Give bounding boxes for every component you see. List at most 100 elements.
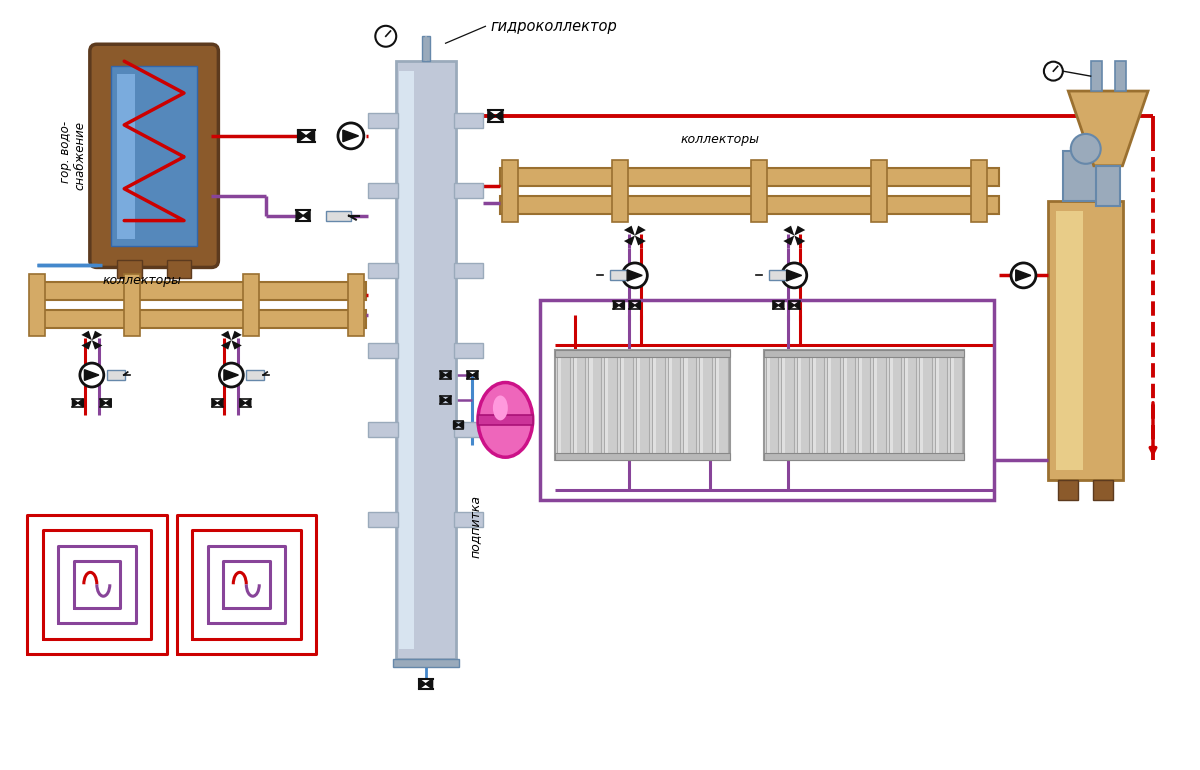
Polygon shape xyxy=(629,301,635,310)
Bar xyxy=(889,355,893,455)
Bar xyxy=(454,113,484,129)
Bar xyxy=(812,353,824,457)
Bar xyxy=(368,113,397,129)
Bar xyxy=(368,512,397,527)
Polygon shape xyxy=(635,226,646,236)
Bar xyxy=(32,310,366,328)
Polygon shape xyxy=(440,371,445,379)
Bar xyxy=(684,355,688,455)
Bar xyxy=(971,160,986,222)
Polygon shape xyxy=(440,396,445,404)
Bar xyxy=(620,353,632,457)
Polygon shape xyxy=(92,340,102,350)
Bar xyxy=(798,355,800,455)
Bar xyxy=(348,274,364,336)
Polygon shape xyxy=(306,129,314,142)
Bar xyxy=(920,355,923,455)
Polygon shape xyxy=(232,340,241,350)
Polygon shape xyxy=(784,236,794,246)
Bar xyxy=(797,353,809,457)
Polygon shape xyxy=(784,226,794,236)
Polygon shape xyxy=(232,331,241,340)
Bar xyxy=(558,355,560,455)
Bar xyxy=(572,353,586,457)
Polygon shape xyxy=(304,210,310,221)
Bar xyxy=(1097,166,1120,206)
Polygon shape xyxy=(92,331,102,340)
Bar xyxy=(764,350,964,460)
Bar xyxy=(540,300,994,500)
Bar xyxy=(116,74,134,239)
Polygon shape xyxy=(224,370,239,380)
Polygon shape xyxy=(72,399,78,407)
Bar xyxy=(110,66,198,246)
Bar xyxy=(653,355,656,455)
Polygon shape xyxy=(794,226,805,236)
Polygon shape xyxy=(788,301,794,310)
Polygon shape xyxy=(106,399,112,407)
Ellipse shape xyxy=(493,396,508,420)
Bar xyxy=(751,160,767,222)
Bar xyxy=(827,353,840,457)
Polygon shape xyxy=(296,210,304,221)
Bar xyxy=(556,350,730,460)
Bar xyxy=(588,353,601,457)
Bar xyxy=(936,355,938,455)
Circle shape xyxy=(338,123,364,149)
Bar xyxy=(1058,480,1079,500)
Bar xyxy=(503,160,518,222)
Bar xyxy=(421,36,430,61)
Bar xyxy=(950,355,954,455)
Bar xyxy=(828,355,832,455)
Polygon shape xyxy=(794,301,799,310)
Bar xyxy=(858,353,870,457)
Circle shape xyxy=(376,26,396,47)
Bar xyxy=(874,353,886,457)
Polygon shape xyxy=(458,421,463,429)
Bar xyxy=(167,260,192,279)
Bar xyxy=(874,355,877,455)
Bar xyxy=(540,491,994,500)
Bar xyxy=(904,353,917,457)
Bar xyxy=(888,353,901,457)
Bar xyxy=(610,270,628,280)
Polygon shape xyxy=(613,301,619,310)
Polygon shape xyxy=(240,399,245,407)
Polygon shape xyxy=(619,301,624,310)
Bar xyxy=(715,353,728,457)
Polygon shape xyxy=(488,110,496,122)
Bar xyxy=(605,353,617,457)
Bar xyxy=(652,353,665,457)
Bar xyxy=(29,274,46,336)
Bar xyxy=(767,355,770,455)
Polygon shape xyxy=(298,129,306,142)
Polygon shape xyxy=(245,399,251,407)
Polygon shape xyxy=(628,270,642,281)
Bar xyxy=(454,343,484,357)
Bar xyxy=(500,168,998,186)
Polygon shape xyxy=(1068,91,1148,166)
Bar xyxy=(398,71,414,649)
Bar xyxy=(684,353,696,457)
Bar xyxy=(612,160,628,222)
Polygon shape xyxy=(426,678,433,689)
Bar xyxy=(500,196,998,213)
Bar xyxy=(637,355,640,455)
Bar xyxy=(716,355,719,455)
Bar xyxy=(116,260,142,279)
Bar xyxy=(556,453,730,460)
Bar xyxy=(935,353,947,457)
Ellipse shape xyxy=(478,383,533,457)
Bar xyxy=(844,355,847,455)
Bar xyxy=(478,415,533,425)
Bar xyxy=(124,274,139,336)
Bar xyxy=(368,263,397,278)
Bar xyxy=(871,160,887,222)
Bar xyxy=(1091,61,1102,91)
Circle shape xyxy=(623,263,647,288)
Bar xyxy=(1063,151,1108,201)
Bar xyxy=(622,355,624,455)
Polygon shape xyxy=(445,371,451,379)
Polygon shape xyxy=(1015,270,1031,281)
Polygon shape xyxy=(343,130,359,142)
